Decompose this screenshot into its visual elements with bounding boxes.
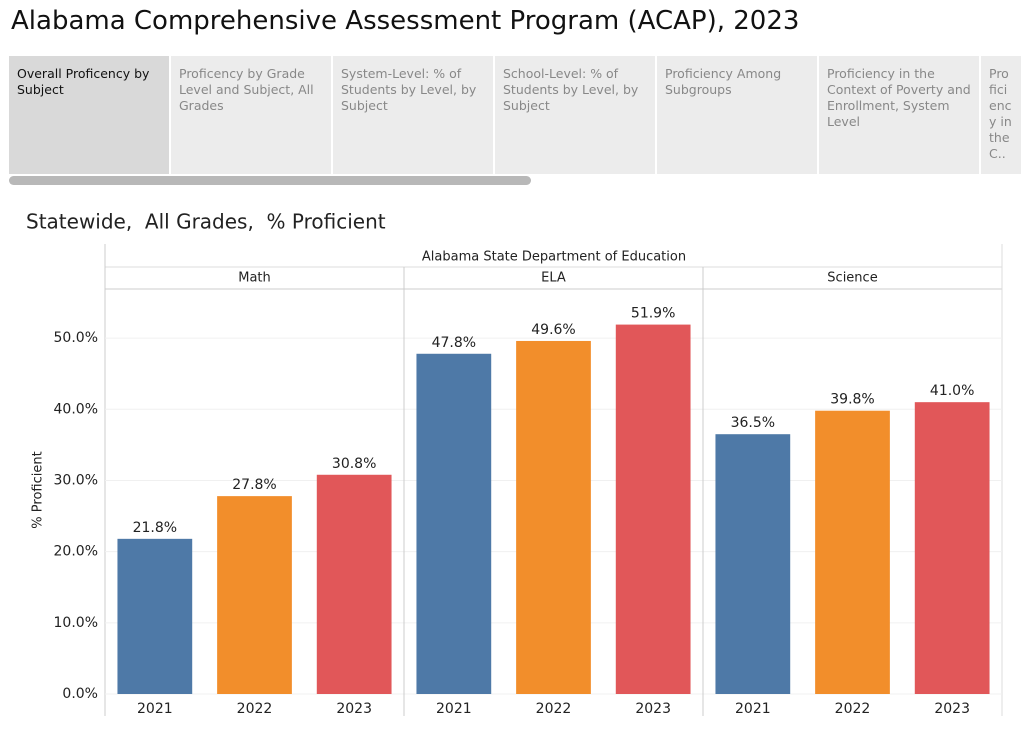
y-tick-label: 50.0% bbox=[54, 330, 98, 346]
bar bbox=[914, 402, 990, 694]
tab[interactable]: Proficency by Grade Level and Subject, A… bbox=[171, 56, 331, 174]
tab[interactable]: Proficiency in the C.. bbox=[981, 56, 1021, 174]
bar bbox=[416, 353, 492, 694]
bar bbox=[516, 340, 591, 694]
x-tick-label: 2022 bbox=[835, 701, 871, 717]
facet-title: Alabama State Department of Education bbox=[422, 250, 686, 265]
x-tick-label: 2021 bbox=[735, 701, 771, 717]
y-tick-label: 20.0% bbox=[54, 544, 98, 560]
bar bbox=[217, 496, 292, 694]
value-label: 21.8% bbox=[133, 520, 177, 536]
value-label: 27.8% bbox=[232, 477, 276, 493]
bar bbox=[615, 324, 691, 694]
x-tick-label: 2023 bbox=[336, 701, 372, 717]
value-label: 36.5% bbox=[731, 415, 775, 431]
x-tick-label: 2022 bbox=[536, 701, 572, 717]
x-tick-label: 2021 bbox=[436, 701, 472, 717]
tab[interactable]: Proficiency in the Context of Poverty an… bbox=[819, 56, 979, 174]
y-tick-label: 40.0% bbox=[54, 401, 98, 417]
y-tick-label: 10.0% bbox=[54, 615, 98, 631]
x-tick-label: 2023 bbox=[934, 701, 970, 717]
value-label: 41.0% bbox=[930, 383, 974, 399]
y-tick-label: 30.0% bbox=[54, 472, 98, 488]
panel-title: Math bbox=[238, 271, 271, 286]
y-axis-title: % Proficient bbox=[31, 451, 46, 528]
value-label: 39.8% bbox=[830, 392, 874, 408]
page-title: Alabama Comprehensive Assessment Program… bbox=[11, 6, 800, 36]
value-label: 49.6% bbox=[531, 322, 575, 338]
value-label: 47.8% bbox=[432, 335, 476, 351]
scrollbar[interactable] bbox=[9, 176, 531, 185]
tab[interactable]: Proficiency Among Subgroups bbox=[657, 56, 817, 174]
bar bbox=[316, 474, 392, 694]
tab[interactable]: System-Level: % of Students by Level, by… bbox=[333, 56, 493, 174]
bar bbox=[117, 538, 193, 694]
panel-title: ELA bbox=[541, 271, 566, 286]
tab-bar: Overall Proficency by SubjectProficency … bbox=[9, 56, 1024, 174]
x-tick-label: 2023 bbox=[635, 701, 671, 717]
bar bbox=[815, 410, 890, 694]
chart-title: Statewide, All Grades, % Proficient bbox=[26, 210, 386, 234]
tab[interactable]: Overall Proficency by Subject bbox=[9, 56, 169, 174]
tab[interactable]: School-Level: % of Students by Level, by… bbox=[495, 56, 655, 174]
value-label: 51.9% bbox=[631, 306, 675, 322]
panel-title: Science bbox=[827, 271, 877, 286]
x-tick-label: 2021 bbox=[137, 701, 173, 717]
bar bbox=[715, 434, 791, 694]
x-tick-label: 2022 bbox=[237, 701, 273, 717]
value-label: 30.8% bbox=[332, 456, 376, 472]
y-tick-label: 0.0% bbox=[62, 686, 98, 702]
